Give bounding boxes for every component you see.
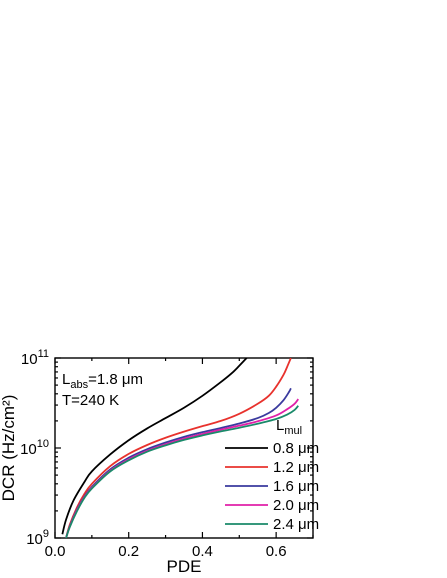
y-tick-base: 10	[21, 351, 38, 368]
y-tick-exp: 9	[43, 528, 49, 540]
y-axis-title: DCR (Hz/cm²)	[0, 395, 18, 502]
l-abs-main: L	[62, 371, 70, 388]
legend: Lmul 0.8 μm 1.2 μm 1.6 μm 2.0 μm 2.4 μm	[225, 417, 319, 533]
x-tick-label: 0.0	[45, 543, 66, 560]
x-axis-title: PDE	[167, 557, 202, 576]
axis-ticks	[54, 357, 314, 539]
y-tick-exp: 10	[37, 438, 49, 450]
legend-label-2: 1.6 μm	[273, 478, 319, 495]
y-tick-exp: 11	[38, 348, 49, 360]
series-line-1	[65, 358, 292, 538]
l-abs-annotation: Labs=1.8 μm	[62, 371, 143, 391]
legend-items: 0.8 μm 1.2 μm 1.6 μm 2.0 μm 2.4 μm	[225, 440, 319, 533]
legend-title-main: L	[276, 417, 284, 434]
y-tick-label: 1010	[20, 438, 49, 458]
series-line-0	[61, 358, 248, 535]
legend-title-sub: mul	[284, 425, 302, 437]
l-abs-sub: abs	[70, 379, 88, 391]
temperature-annotation: T=240 K	[62, 392, 119, 409]
legend-label-1: 1.2 μm	[273, 459, 319, 476]
l-abs-rest: =1.8 μm	[88, 371, 143, 388]
series-line-3	[65, 398, 299, 538]
legend-label-4: 2.4 μm	[273, 516, 319, 533]
x-tick-label: 0.2	[118, 543, 139, 560]
legend-title: Lmul	[276, 417, 302, 437]
legend-label-3: 2.0 μm	[273, 497, 319, 514]
y-tick-label: 109	[26, 528, 49, 548]
x-tick-label: 0.4	[192, 543, 213, 560]
y-tick-base: 10	[20, 441, 37, 458]
x-tick-label: 0.6	[266, 543, 287, 560]
series-lines	[61, 358, 299, 538]
series-line-4	[65, 405, 299, 538]
y-tick-label: 1011	[21, 348, 49, 368]
y-tick-base: 10	[26, 531, 43, 548]
legend-label-0: 0.8 μm	[273, 440, 319, 457]
